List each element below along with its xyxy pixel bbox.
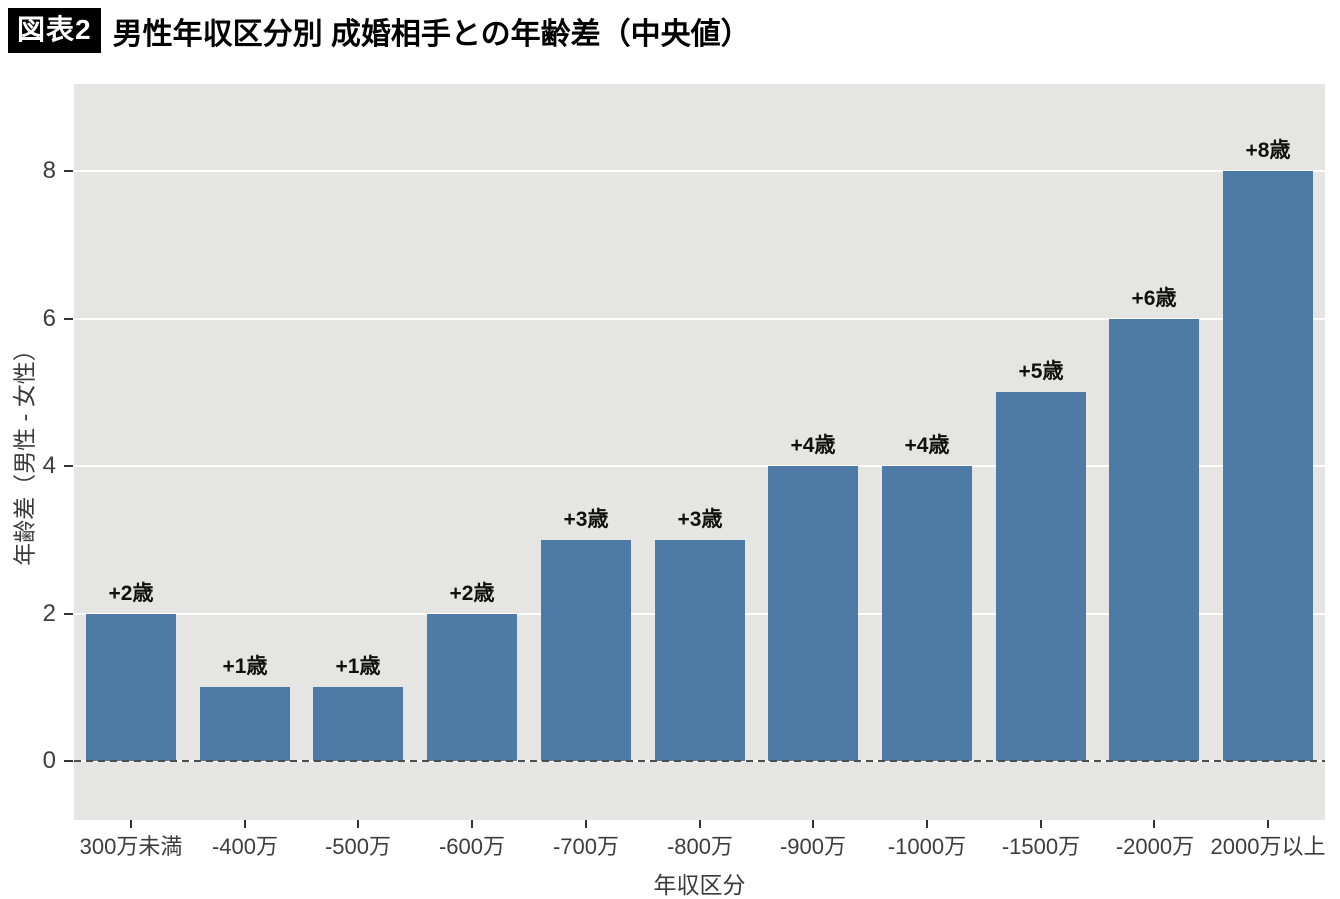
bar — [86, 614, 176, 762]
x-tick-label: -1000万 — [887, 834, 967, 859]
bar-value-label: +3歳 — [563, 508, 609, 531]
bar — [882, 466, 972, 762]
bar — [655, 540, 745, 762]
bar — [1109, 319, 1199, 762]
y-gridline — [74, 170, 1325, 173]
bar-value-label: +1歳 — [222, 655, 268, 678]
bar — [1223, 171, 1313, 762]
y-tick-mark — [64, 760, 73, 762]
bar-value-label: +3歳 — [677, 508, 723, 531]
x-tick-label: -700万 — [552, 834, 620, 859]
bar-value-label: +6歳 — [1131, 287, 1177, 310]
x-tick-mark — [244, 820, 246, 828]
x-tick-label: -900万 — [779, 834, 847, 859]
zero-baseline — [74, 760, 1325, 762]
y-tick-label: 4 — [42, 452, 56, 479]
y-tick-label: 2 — [42, 599, 56, 627]
x-tick-mark — [471, 820, 473, 828]
x-tick-label: -800万 — [666, 834, 734, 859]
y-gridline — [74, 465, 1325, 467]
y-axis-title-text: 年齢差（男性 - 女性） — [12, 338, 39, 566]
x-tick-mark — [926, 820, 928, 828]
title-badge: 図表2 — [8, 8, 101, 53]
bar-value-label: +4歳 — [904, 434, 950, 457]
x-tick-label: -500万 — [324, 834, 392, 859]
bar-value-label: +2歳 — [449, 582, 495, 605]
y-axis-title: 年齢差（男性 - 女性） — [0, 84, 46, 820]
bar — [200, 687, 290, 762]
x-tick-mark — [357, 820, 359, 828]
plot-area: +2歳 +1歳 +1歳 +2歳 +3歳 +3歳 +4歳 +4歳 +5歳 +6歳 +8歳 — [74, 84, 1325, 820]
y-tick-mark — [64, 317, 73, 320]
bar — [427, 614, 517, 762]
bar-value-label: +8歳 — [1245, 139, 1291, 162]
y-tick-mark — [64, 465, 73, 467]
x-tick-label: -2000万 — [1115, 834, 1195, 859]
bar-value-label: +2歳 — [108, 582, 154, 605]
bar-value-label: +4歳 — [790, 434, 836, 457]
x-axis-title: 年収区分 — [653, 872, 746, 898]
x-tick-label: -600万 — [438, 834, 506, 859]
bar — [541, 540, 631, 762]
bar — [313, 687, 403, 762]
y-gridline — [74, 317, 1325, 320]
bar-value-label: +1歳 — [335, 655, 381, 678]
bar-value-label: +5歳 — [1018, 360, 1064, 383]
x-tick-label: -400万 — [211, 834, 279, 859]
x-tick-mark — [585, 820, 587, 828]
x-tick-mark — [1040, 820, 1042, 828]
x-tick-mark — [812, 820, 814, 828]
bar — [768, 466, 858, 762]
x-tick-mark — [699, 820, 701, 828]
bar — [996, 392, 1086, 762]
x-tick-mark — [1267, 820, 1269, 828]
x-tick-label: 300万未満 — [79, 834, 183, 859]
x-tick-mark — [130, 820, 132, 828]
y-tick-mark — [64, 170, 73, 173]
y-tick-label: 0 — [42, 747, 56, 774]
x-tick-label: 2000万以上 — [1210, 834, 1326, 859]
chart-title: 図表2 男性年収区分別 成婚相手との年齢差（中央値） — [8, 8, 751, 53]
y-tick-mark — [64, 612, 73, 615]
y-tick-label: 8 — [42, 157, 56, 185]
x-tick-mark — [1153, 820, 1155, 828]
title-text: 男性年収区分別 成婚相手との年齢差（中央値） — [112, 17, 751, 51]
y-tick-label: 6 — [42, 304, 56, 332]
x-tick-label: -1500万 — [1001, 834, 1081, 859]
